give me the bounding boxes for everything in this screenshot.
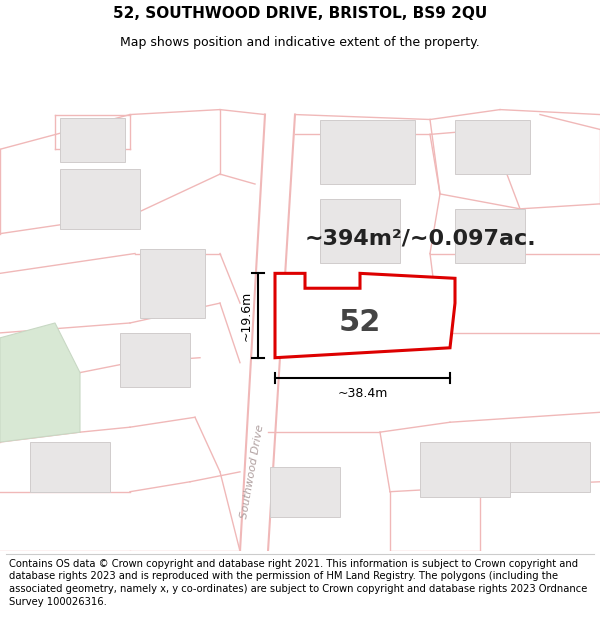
Text: Southwood Drive: Southwood Drive: [239, 424, 265, 519]
Bar: [320, 119, 415, 184]
Text: 52, SOUTHWOOD DRIVE, BRISTOL, BS9 2QU: 52, SOUTHWOOD DRIVE, BRISTOL, BS9 2QU: [113, 6, 487, 21]
Bar: [510, 442, 590, 492]
Bar: [420, 442, 510, 497]
Bar: [120, 333, 190, 388]
Bar: [30, 442, 110, 492]
Bar: [60, 169, 140, 229]
Polygon shape: [275, 273, 455, 358]
Bar: [270, 467, 340, 516]
Text: ~19.6m: ~19.6m: [239, 291, 253, 341]
Text: ~38.4m: ~38.4m: [337, 387, 388, 400]
Bar: [455, 209, 525, 263]
Text: ~394m²/~0.097ac.: ~394m²/~0.097ac.: [304, 229, 536, 249]
Text: Map shows position and indicative extent of the property.: Map shows position and indicative extent…: [120, 36, 480, 49]
Bar: [455, 119, 530, 174]
Bar: [140, 249, 205, 318]
Bar: [60, 118, 125, 162]
Text: 52: 52: [339, 309, 381, 338]
Bar: [320, 199, 400, 263]
Polygon shape: [0, 323, 80, 442]
Text: Contains OS data © Crown copyright and database right 2021. This information is : Contains OS data © Crown copyright and d…: [9, 559, 587, 607]
